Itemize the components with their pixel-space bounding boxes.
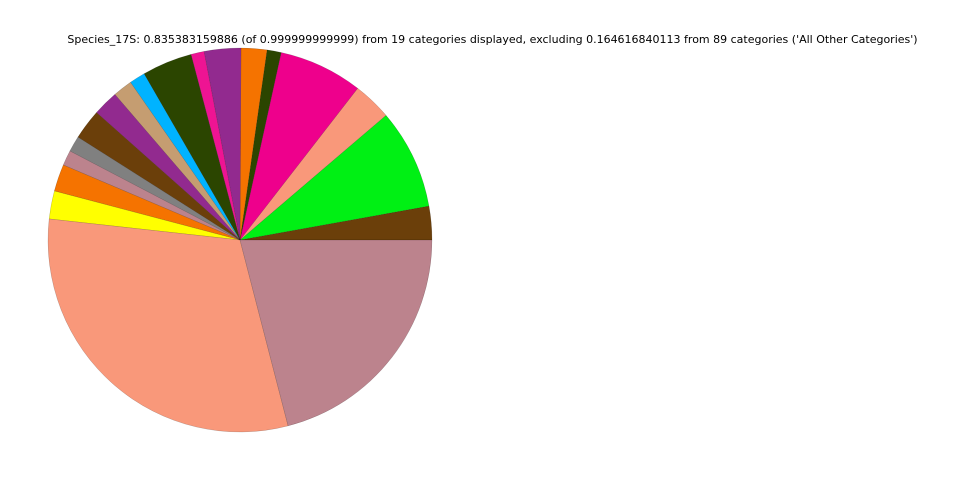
pie-slice-18 <box>47 218 289 433</box>
pie-slice-19 <box>239 239 433 427</box>
pie-slice-8 <box>190 51 241 241</box>
pie-slice-5 <box>239 49 282 241</box>
pie-slice-3 <box>239 87 387 241</box>
pie-slice-10 <box>130 73 241 241</box>
pie-slice-9 <box>143 54 241 241</box>
pie-slice-7 <box>203 47 242 241</box>
pie-slice-14 <box>69 136 241 241</box>
pie-slice-2 <box>239 114 430 241</box>
pie-slice-15 <box>62 150 241 241</box>
pie-slice-4 <box>239 52 359 241</box>
chart-title: Species_17S: 0.835383159886 (of 0.999999… <box>67 33 918 46</box>
pie-slice-11 <box>114 81 241 241</box>
pie-slice-17 <box>48 190 241 241</box>
pie-slice-1 <box>239 205 433 241</box>
pie-slice-16 <box>54 164 241 241</box>
pie-slice-12 <box>96 94 241 241</box>
pie-slice-13 <box>77 112 241 241</box>
pie-slice-6 <box>239 47 268 241</box>
